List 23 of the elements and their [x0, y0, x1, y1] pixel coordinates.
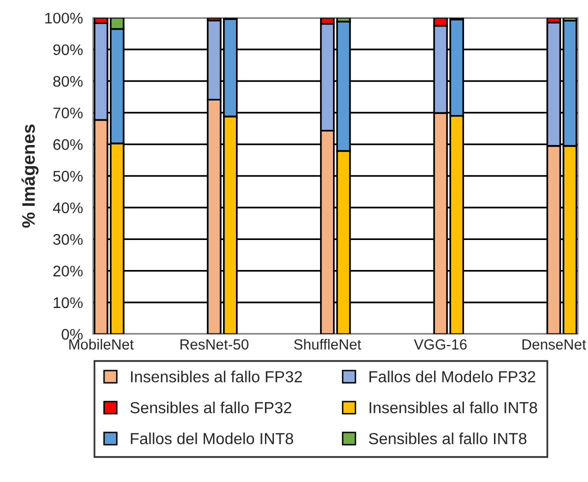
- y-tick-label: 30%: [53, 234, 83, 245]
- y-tick-label: 40%: [52, 202, 83, 214]
- y-tick-label: 90%: [53, 44, 83, 56]
- legend-label: Fallos del Modelo FP32: [370, 370, 536, 382]
- legend-label: Sensibles al fallo INT8: [368, 432, 526, 444]
- y-tick-label: 80%: [53, 76, 83, 87]
- y-tick-label: 60%: [53, 139, 83, 150]
- y-tick-label: 50%: [53, 170, 83, 182]
- x-tick-label: MobileNet: [69, 338, 134, 350]
- y-tick-label: 100%: [45, 12, 83, 24]
- y-tick-label: 10%: [54, 297, 83, 308]
- y-tick-label: 70%: [53, 108, 83, 118]
- x-tick-label: DenseNet: [522, 339, 586, 350]
- legend-label: Insensibles al fallo INT8: [370, 402, 538, 414]
- x-tick-label: ResNet-50: [180, 339, 248, 350]
- legend-label: Fallos del Modelo INT8: [130, 432, 294, 444]
- x-tick-label: VGG-16: [414, 339, 467, 350]
- legend-label: Sensibles al fallo FP32: [130, 402, 292, 414]
- legend-label: Insensibles al fallo FP32: [131, 370, 302, 382]
- x-tick-label: ShuffleNet: [294, 338, 362, 350]
- y-axis-title: % Imágenes: [21, 124, 39, 228]
- y-tick-label: 0%: [62, 328, 83, 340]
- y-tick-label: 20%: [53, 266, 83, 276]
